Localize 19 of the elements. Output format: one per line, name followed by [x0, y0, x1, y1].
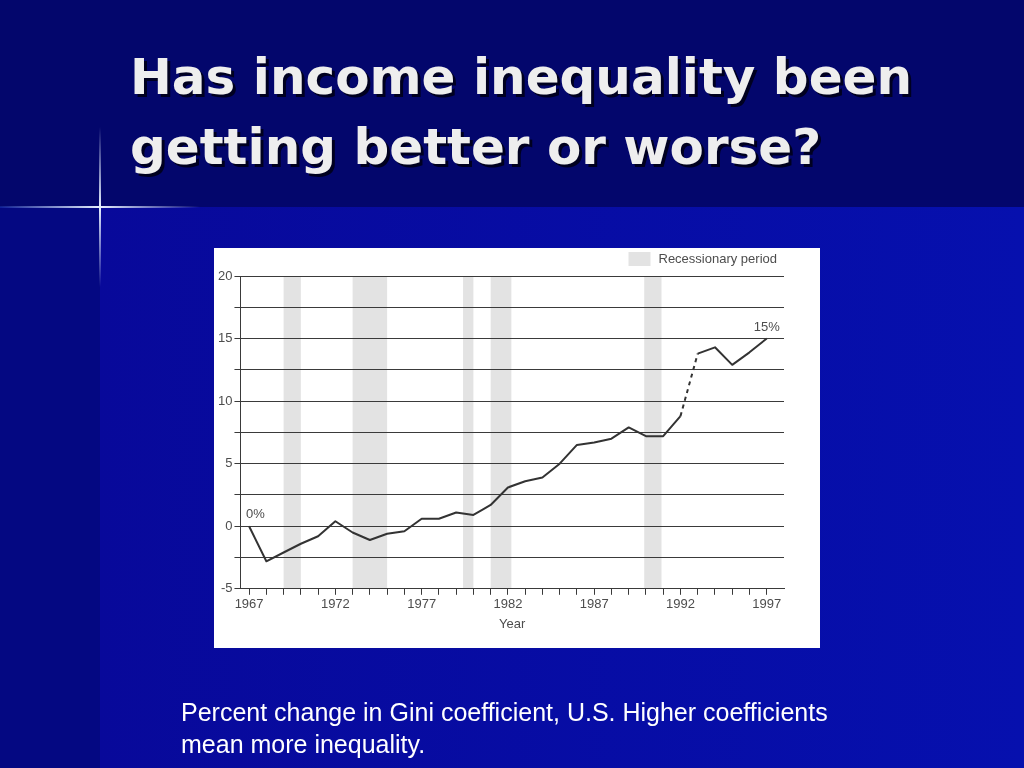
x-tick-label: 1977	[407, 596, 437, 612]
annotation: 0%	[246, 506, 266, 522]
y-tick-label: 15	[217, 330, 233, 346]
x-tick-label: 1997	[752, 596, 782, 612]
legend-label: Recessionary period	[658, 250, 778, 266]
x-tick-label: 1982	[493, 596, 523, 612]
text: Percent change in Gini coefficient, U.S. Higher coefficients mean more inequality.	[181, 697, 829, 760]
chart-title: Has income inequality been getting better or worse?	[130, 47, 914, 178]
annotation: 15%	[753, 318, 781, 334]
x-tick-label: 1992	[666, 596, 695, 612]
y-tick-label: -5	[220, 580, 233, 596]
x-tick-label: 1987	[579, 596, 609, 612]
y-tick-label: 10	[217, 392, 233, 408]
x-tick-label: 1972	[320, 596, 350, 612]
x-axis-title: Year	[499, 615, 527, 631]
y-tick-label: 5	[225, 455, 233, 471]
y-tick-label: 0	[225, 517, 233, 533]
x-tick-label: 1967	[234, 596, 264, 612]
y-tick-label: 20	[217, 267, 233, 283]
